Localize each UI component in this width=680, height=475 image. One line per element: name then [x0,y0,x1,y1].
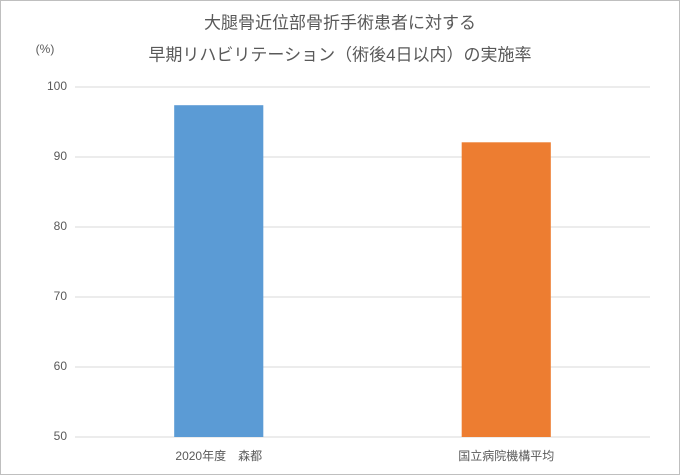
y-tick-label: 100 [47,79,67,93]
x-tick-label: 2020年度 森都 [175,448,262,463]
chart-title: 早期リハビリテーション（術後4日以内）の実施率 [148,45,531,64]
y-tick-label: 50 [54,429,68,443]
bar [461,142,551,438]
y-tick-label: 70 [54,289,68,303]
bar [174,105,264,437]
x-tick-label: 国立病院機構平均 [458,448,554,463]
y-axis-label: (%) [36,42,55,56]
chart-title: 大腿骨近位部骨折手術患者に対する [204,13,476,32]
y-tick-label: 80 [54,219,68,233]
y-tick-label: 90 [54,149,68,163]
y-tick-label: 60 [54,359,68,373]
